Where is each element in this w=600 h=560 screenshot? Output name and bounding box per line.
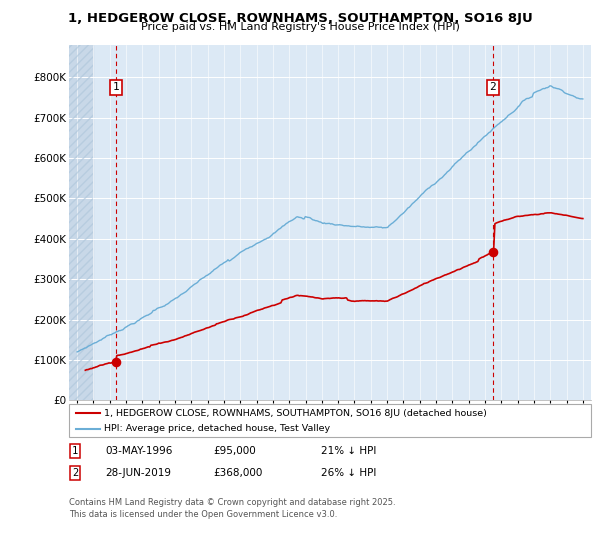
- Text: 1: 1: [72, 446, 78, 456]
- Text: 26% ↓ HPI: 26% ↓ HPI: [321, 468, 376, 478]
- Text: £368,000: £368,000: [213, 468, 262, 478]
- Text: Price paid vs. HM Land Registry's House Price Index (HPI): Price paid vs. HM Land Registry's House …: [140, 22, 460, 32]
- Text: This data is licensed under the Open Government Licence v3.0.: This data is licensed under the Open Gov…: [69, 510, 337, 519]
- Text: 1, HEDGEROW CLOSE, ROWNHAMS, SOUTHAMPTON, SO16 8JU (detached house): 1, HEDGEROW CLOSE, ROWNHAMS, SOUTHAMPTON…: [104, 409, 487, 418]
- Point: [111, 357, 121, 366]
- Text: 1: 1: [112, 82, 119, 92]
- Text: 28-JUN-2019: 28-JUN-2019: [105, 468, 171, 478]
- Text: 2: 2: [72, 468, 78, 478]
- Point: [488, 247, 498, 256]
- Bar: [69, 45, 94, 400]
- Text: £95,000: £95,000: [213, 446, 256, 456]
- Text: Contains HM Land Registry data © Crown copyright and database right 2025.: Contains HM Land Registry data © Crown c…: [69, 498, 395, 507]
- Text: 21% ↓ HPI: 21% ↓ HPI: [321, 446, 376, 456]
- Text: 2: 2: [490, 82, 496, 92]
- Bar: [69, 45, 94, 400]
- Text: 1, HEDGEROW CLOSE, ROWNHAMS, SOUTHAMPTON, SO16 8JU: 1, HEDGEROW CLOSE, ROWNHAMS, SOUTHAMPTON…: [68, 12, 532, 25]
- Text: HPI: Average price, detached house, Test Valley: HPI: Average price, detached house, Test…: [104, 424, 330, 433]
- Text: 03-MAY-1996: 03-MAY-1996: [105, 446, 172, 456]
